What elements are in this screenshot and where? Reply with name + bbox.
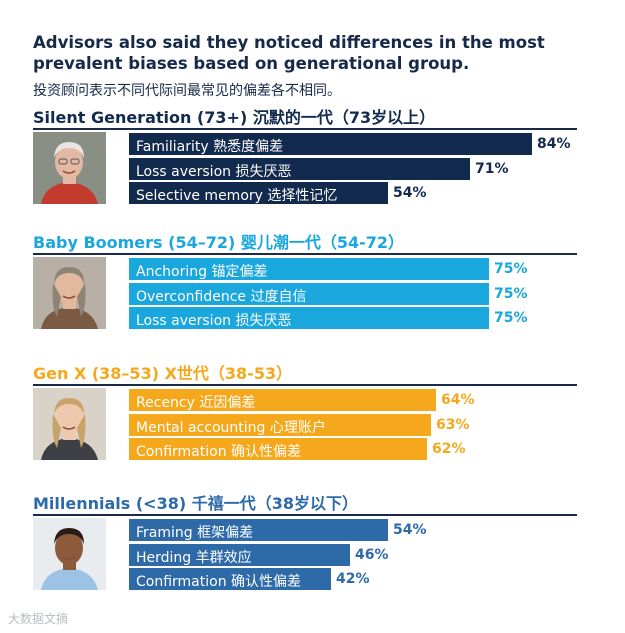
person-photo: [33, 518, 106, 590]
watermark: 大数据文摘: [8, 612, 69, 626]
bar-value-label: 54%: [393, 185, 427, 201]
bar-label: Familiarity 熟悉度偏差: [136, 139, 284, 155]
bar-label: Loss aversion 损失厌恶: [136, 164, 292, 180]
bar: Confirmation 确认性偏差: [129, 568, 331, 590]
bar: Overconfidence 过度自信: [129, 283, 489, 305]
bar-value-label: 75%: [494, 261, 528, 277]
person-photo: [33, 132, 106, 204]
bar: Mental accounting 心理账户: [129, 414, 431, 436]
section-title: Gen X (38–53) X世代（38-53）: [33, 364, 293, 383]
bar: Familiarity 熟悉度偏差: [129, 133, 532, 155]
section-divider: [33, 514, 577, 516]
person-photo: [33, 388, 106, 460]
bar-value-label: 42%: [336, 571, 370, 587]
person-photo: [33, 257, 106, 329]
bar: Herding 羊群效应: [129, 544, 350, 566]
bar: Recency 近因偏差: [129, 389, 436, 411]
bar: Framing 框架偏差: [129, 519, 388, 541]
bar-value-label: 46%: [355, 547, 389, 563]
bar: Loss aversion 损失厌恶: [129, 158, 470, 180]
bar-label: Selective memory 选择性记忆: [136, 188, 338, 204]
bar-label: Herding 羊群效应: [136, 550, 252, 566]
bar: Confirmation 确认性偏差: [129, 438, 427, 460]
bar-label: Recency 近因偏差: [136, 395, 256, 411]
headline: Advisors also said they noticed differen…: [33, 33, 545, 73]
bar-value-label: 84%: [537, 136, 571, 152]
subheadline: 投资顾问表示不同代际间最常见的偏差各不相同。: [33, 83, 341, 99]
bar: Loss aversion 损失厌恶: [129, 307, 489, 329]
bar-label: Confirmation 确认性偏差: [136, 444, 302, 460]
bar: Anchoring 锚定偏差: [129, 258, 489, 280]
section-divider: [33, 128, 577, 130]
bar-label: Confirmation 确认性偏差: [136, 574, 302, 590]
bar-value-label: 62%: [432, 441, 466, 457]
bar-value-label: 71%: [475, 161, 509, 177]
bar-label: Anchoring 锚定偏差: [136, 264, 268, 280]
section-title: Baby Boomers (54–72) 婴儿潮一代（54-72）: [33, 233, 405, 252]
section-divider: [33, 384, 577, 386]
bar-label: Mental accounting 心理账户: [136, 420, 326, 436]
bar-value-label: 75%: [494, 310, 528, 326]
bar-value-label: 63%: [436, 417, 470, 433]
bar-label: Loss aversion 损失厌恶: [136, 313, 292, 329]
bar: Selective memory 选择性记忆: [129, 182, 388, 204]
bar-label: Overconfidence 过度自信: [136, 289, 307, 305]
section-title: Millennials (<38) 千禧一代（38岁以下）: [33, 494, 359, 513]
bar-value-label: 64%: [441, 392, 475, 408]
section-title: Silent Generation (73+) 沉默的一代（73岁以上）: [33, 108, 436, 127]
bar-value-label: 75%: [494, 286, 528, 302]
bar-value-label: 54%: [393, 522, 427, 538]
bar-label: Framing 框架偏差: [136, 525, 254, 541]
section-divider: [33, 253, 577, 255]
